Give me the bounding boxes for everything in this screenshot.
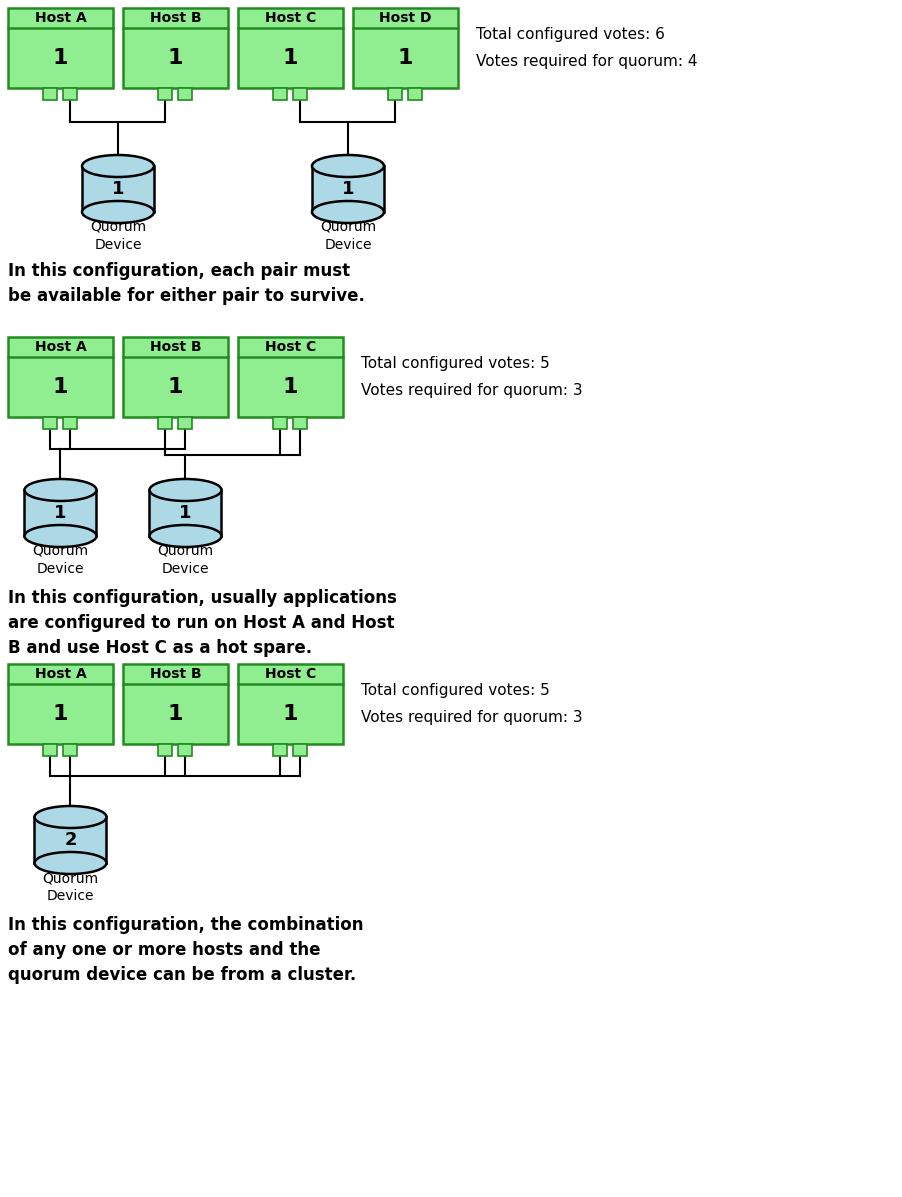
Text: 2: 2 — [64, 831, 77, 849]
Text: Votes required for quorum: 3: Votes required for quorum: 3 — [361, 710, 582, 725]
Ellipse shape — [24, 525, 97, 547]
Text: Quorum
Device: Quorum Device — [157, 543, 214, 577]
Text: In this configuration, usually applications
are configured to run on Host A and : In this configuration, usually applicati… — [8, 589, 397, 657]
Text: In this configuration, the combination
of any one or more hosts and the
quorum d: In this configuration, the combination o… — [8, 916, 364, 984]
Text: 1: 1 — [168, 377, 183, 397]
Ellipse shape — [82, 201, 154, 223]
Bar — [238, 8, 343, 89]
Text: 1: 1 — [168, 48, 183, 68]
Bar — [238, 664, 343, 745]
Text: Total configured votes: 5: Total configured votes: 5 — [361, 357, 549, 371]
Bar — [34, 818, 106, 863]
Ellipse shape — [150, 525, 221, 547]
Bar — [159, 89, 172, 101]
Bar — [63, 745, 78, 757]
Bar — [273, 417, 287, 429]
Text: 1: 1 — [52, 377, 69, 397]
Text: Total configured votes: 5: Total configured votes: 5 — [361, 683, 549, 698]
Text: 1: 1 — [397, 48, 413, 68]
Text: Host A: Host A — [34, 11, 87, 25]
Text: Quorum
Device: Quorum Device — [32, 543, 88, 577]
Bar — [123, 8, 227, 89]
Text: 1: 1 — [112, 180, 124, 198]
Text: Host B: Host B — [150, 667, 201, 681]
Bar — [8, 8, 113, 89]
Text: 1: 1 — [282, 377, 298, 397]
Bar — [312, 166, 383, 212]
Bar — [353, 8, 457, 89]
Bar — [293, 745, 308, 757]
Ellipse shape — [24, 479, 97, 502]
Text: 1: 1 — [52, 704, 69, 724]
Text: Host C: Host C — [264, 667, 316, 681]
Ellipse shape — [34, 806, 106, 828]
Bar — [238, 338, 343, 417]
Bar — [82, 166, 154, 212]
Text: 1: 1 — [54, 504, 67, 522]
Text: Votes required for quorum: 3: Votes required for quorum: 3 — [361, 383, 582, 397]
Bar — [150, 490, 221, 536]
Text: 1: 1 — [179, 504, 191, 522]
Bar — [408, 89, 422, 101]
Text: Quorum
Device: Quorum Device — [42, 871, 98, 904]
Bar — [63, 417, 78, 429]
Bar — [179, 89, 192, 101]
Bar — [293, 417, 308, 429]
Ellipse shape — [150, 479, 221, 502]
Bar — [43, 89, 58, 101]
Ellipse shape — [312, 201, 383, 223]
Bar — [273, 745, 287, 757]
Bar — [293, 89, 308, 101]
Text: Host A: Host A — [34, 340, 87, 354]
Text: 1: 1 — [52, 48, 69, 68]
Text: Host C: Host C — [264, 11, 316, 25]
Text: In this configuration, each pair must
be available for either pair to survive.: In this configuration, each pair must be… — [8, 262, 364, 305]
Bar — [123, 664, 227, 745]
Bar — [179, 745, 192, 757]
Text: 1: 1 — [341, 180, 354, 198]
Text: Votes required for quorum: 4: Votes required for quorum: 4 — [475, 54, 696, 69]
Ellipse shape — [312, 154, 383, 177]
Ellipse shape — [82, 154, 154, 177]
Text: Host B: Host B — [150, 340, 201, 354]
Text: Host D: Host D — [379, 11, 431, 25]
Text: Host B: Host B — [150, 11, 201, 25]
Text: 1: 1 — [168, 704, 183, 724]
Text: 1: 1 — [282, 48, 298, 68]
Bar — [159, 417, 172, 429]
Text: Quorum
Device: Quorum Device — [319, 220, 375, 253]
Bar — [388, 89, 402, 101]
Bar — [123, 338, 227, 417]
Text: Quorum
Device: Quorum Device — [90, 220, 146, 253]
Bar — [43, 745, 58, 757]
Text: 1: 1 — [282, 704, 298, 724]
Bar — [63, 89, 78, 101]
Bar — [179, 417, 192, 429]
Bar — [273, 89, 287, 101]
Bar — [159, 745, 172, 757]
Bar — [24, 490, 97, 536]
Text: Total configured votes: 6: Total configured votes: 6 — [475, 28, 664, 42]
Bar — [43, 417, 58, 429]
Text: Host A: Host A — [34, 667, 87, 681]
Ellipse shape — [34, 852, 106, 874]
Text: Host C: Host C — [264, 340, 316, 354]
Bar — [8, 338, 113, 417]
Bar — [8, 664, 113, 745]
